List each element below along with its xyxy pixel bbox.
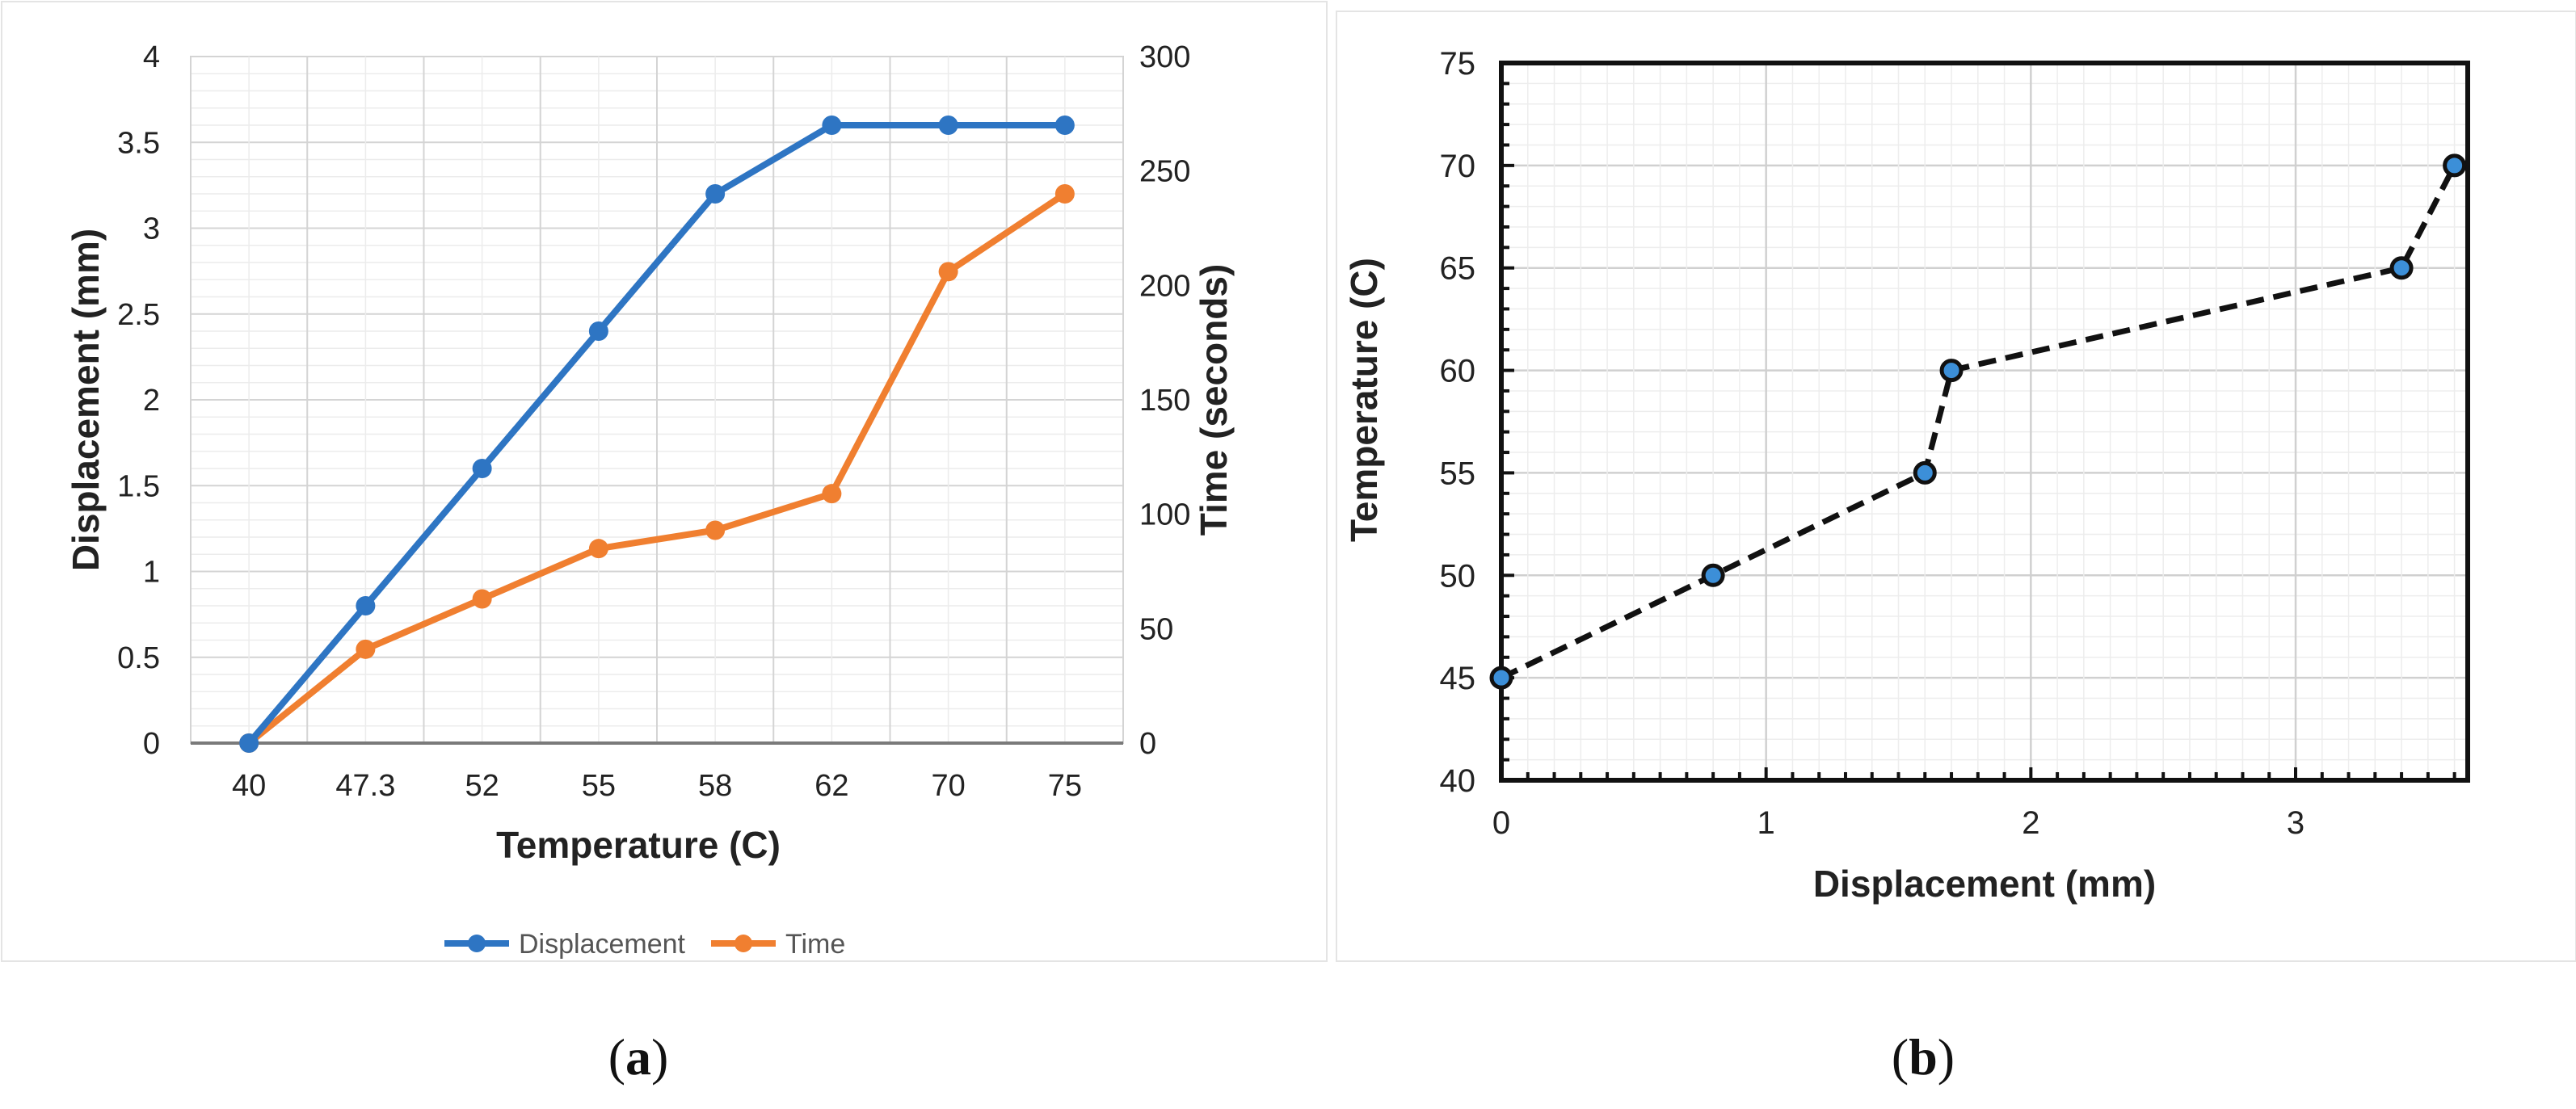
series-time-point [472, 589, 492, 609]
chart-a-y-tick-label: 2 [143, 384, 160, 418]
chart-a-x-tick-label: 75 [1048, 769, 1082, 803]
chart-a-y-ticks: 0 0.5 1 1.5 2 2.5 3 3.5 4 [117, 40, 160, 761]
chart-a-y2-tick-label: 200 [1139, 269, 1190, 303]
chart-b-x-axis-title: Displacement (mm) [1813, 863, 2156, 905]
series-temperature-point [1701, 563, 1725, 587]
chart-b-plot-border [1499, 61, 2470, 783]
chart-a-y-axis-title: Displacement (mm) [65, 229, 107, 571]
series-time-point [588, 539, 608, 559]
chart-a-y2-tick-label: 150 [1139, 384, 1190, 418]
chart-a-y-tick-label: 4 [143, 40, 160, 74]
chart-b-x-tick-label: 0 [1492, 805, 1510, 841]
chart-a-legend: Displacement Time [444, 929, 845, 960]
chart-a-y2-axis-title: Time (seconds) [1193, 264, 1235, 536]
caption-a: (a) [608, 1028, 669, 1086]
chart-b-y-tick-label: 45 [1440, 661, 1476, 696]
caption-b-open: ( [1892, 1028, 1909, 1086]
chart-b-y-axis-title: Temperature (C) [1343, 258, 1385, 542]
series-time-point [356, 639, 376, 659]
series-displacement-point [938, 116, 958, 135]
chart-b-y-tick-label: 40 [1440, 763, 1476, 799]
chart-a-y2-tick-label: 250 [1139, 155, 1190, 189]
chart-b-y-tick-label: 55 [1440, 456, 1476, 491]
series-temperature-point [1489, 666, 1513, 690]
series-displacement-point [588, 321, 608, 341]
series-temperature-point [2443, 153, 2467, 178]
series-displacement-point [356, 596, 376, 615]
chart-a-x-tick-label: 58 [698, 769, 732, 803]
chart-b-series [1489, 153, 2467, 690]
legend-time-marker [734, 935, 752, 952]
chart-a-x-tick-label: 52 [465, 769, 499, 803]
chart-a-x-tick-label: 40 [232, 769, 266, 803]
chart-b-plot-area [1499, 61, 2470, 783]
chart-b-x-tick-label: 2 [2022, 805, 2039, 841]
chart-b-x-tick-label: 3 [2287, 805, 2305, 841]
caption-a-close: ) [651, 1028, 668, 1086]
legend-time-label: Time [785, 929, 845, 960]
chart-a-y-tick-label: 3.5 [117, 126, 160, 160]
legend-displacement-label: Displacement [519, 929, 686, 960]
chart-a-x-tick-label: 62 [814, 769, 848, 803]
chart-a-y-tick-label: 2.5 [117, 298, 160, 332]
series-displacement-point [1054, 116, 1075, 135]
series-time-point [822, 484, 842, 504]
chart-a-y-tick-label: 0 [143, 727, 160, 761]
chart-b-y-tick-label: 50 [1440, 558, 1476, 594]
chart-a-y2-tick-label: 100 [1139, 498, 1190, 532]
chart-a-y2-ticks: 0 50 100 150 200 250 300 [1139, 40, 1190, 761]
chart-a-x-ticks: 40 47.3 52 55 58 62 70 75 [232, 769, 1082, 803]
chart-a-frame [1, 1, 1328, 962]
series-displacement-line [246, 122, 1068, 746]
chart-a-y2-tick-label: 0 [1139, 727, 1156, 761]
legend-displacement-marker [468, 935, 486, 952]
series-displacement-point [472, 459, 492, 478]
legend-item-displacement: Displacement [444, 929, 686, 960]
series-time-line [246, 191, 1068, 746]
legend-item-time: Time [711, 929, 845, 960]
chart-a-y2-tick-label: 50 [1139, 612, 1173, 646]
series-time-point [938, 262, 958, 282]
chart-b-y-tick-label: 60 [1440, 354, 1476, 389]
series-displacement-point [822, 116, 842, 135]
chart-a-series [239, 116, 1075, 753]
chart-b-frame [1336, 11, 2576, 962]
chart-a-y-tick-label: 3 [143, 212, 160, 246]
series-temperature-line [1500, 164, 2457, 681]
series-time-point [1054, 184, 1075, 204]
chart-b-x-tick-label: 1 [1757, 805, 1775, 841]
caption-b-close: ) [1938, 1028, 1955, 1086]
series-temperature-point [1913, 460, 1937, 485]
chart-a-y-tick-label: 1.5 [117, 469, 160, 503]
chart-a-y2-tick-label: 300 [1139, 40, 1190, 74]
caption-a-open: ( [608, 1028, 625, 1086]
chart-a-x-tick-label: 70 [931, 769, 965, 803]
series-temperature-point [2389, 256, 2414, 280]
chart-b-y-tick-label: 65 [1440, 251, 1476, 287]
caption-a-letter: a [625, 1028, 651, 1086]
series-temperature-point [1939, 359, 1964, 383]
chart-a-gridlines [190, 56, 1124, 744]
chart-b-y-tick-label: 75 [1440, 46, 1476, 82]
series-time-point [705, 520, 726, 540]
chart-b-y-tick-label: 70 [1440, 149, 1476, 184]
chart-a-y-tick-label: 0.5 [117, 641, 160, 675]
series-displacement-point [705, 184, 726, 204]
chart-a-x-tick-label: 47.3 [335, 769, 395, 803]
caption-b: (b) [1892, 1028, 1955, 1086]
series-displacement-point [239, 733, 259, 753]
chart-a-y-tick-label: 1 [143, 556, 160, 590]
chart-a-x-axis-title: Temperature (C) [496, 824, 781, 866]
chart-b-y-ticks: 40 45 50 55 60 65 70 75 [1440, 46, 1476, 799]
caption-b-letter: b [1909, 1028, 1938, 1086]
chart-a-x-tick-label: 55 [582, 769, 616, 803]
chart-b-x-ticks: 0 1 2 3 [1492, 805, 2305, 841]
